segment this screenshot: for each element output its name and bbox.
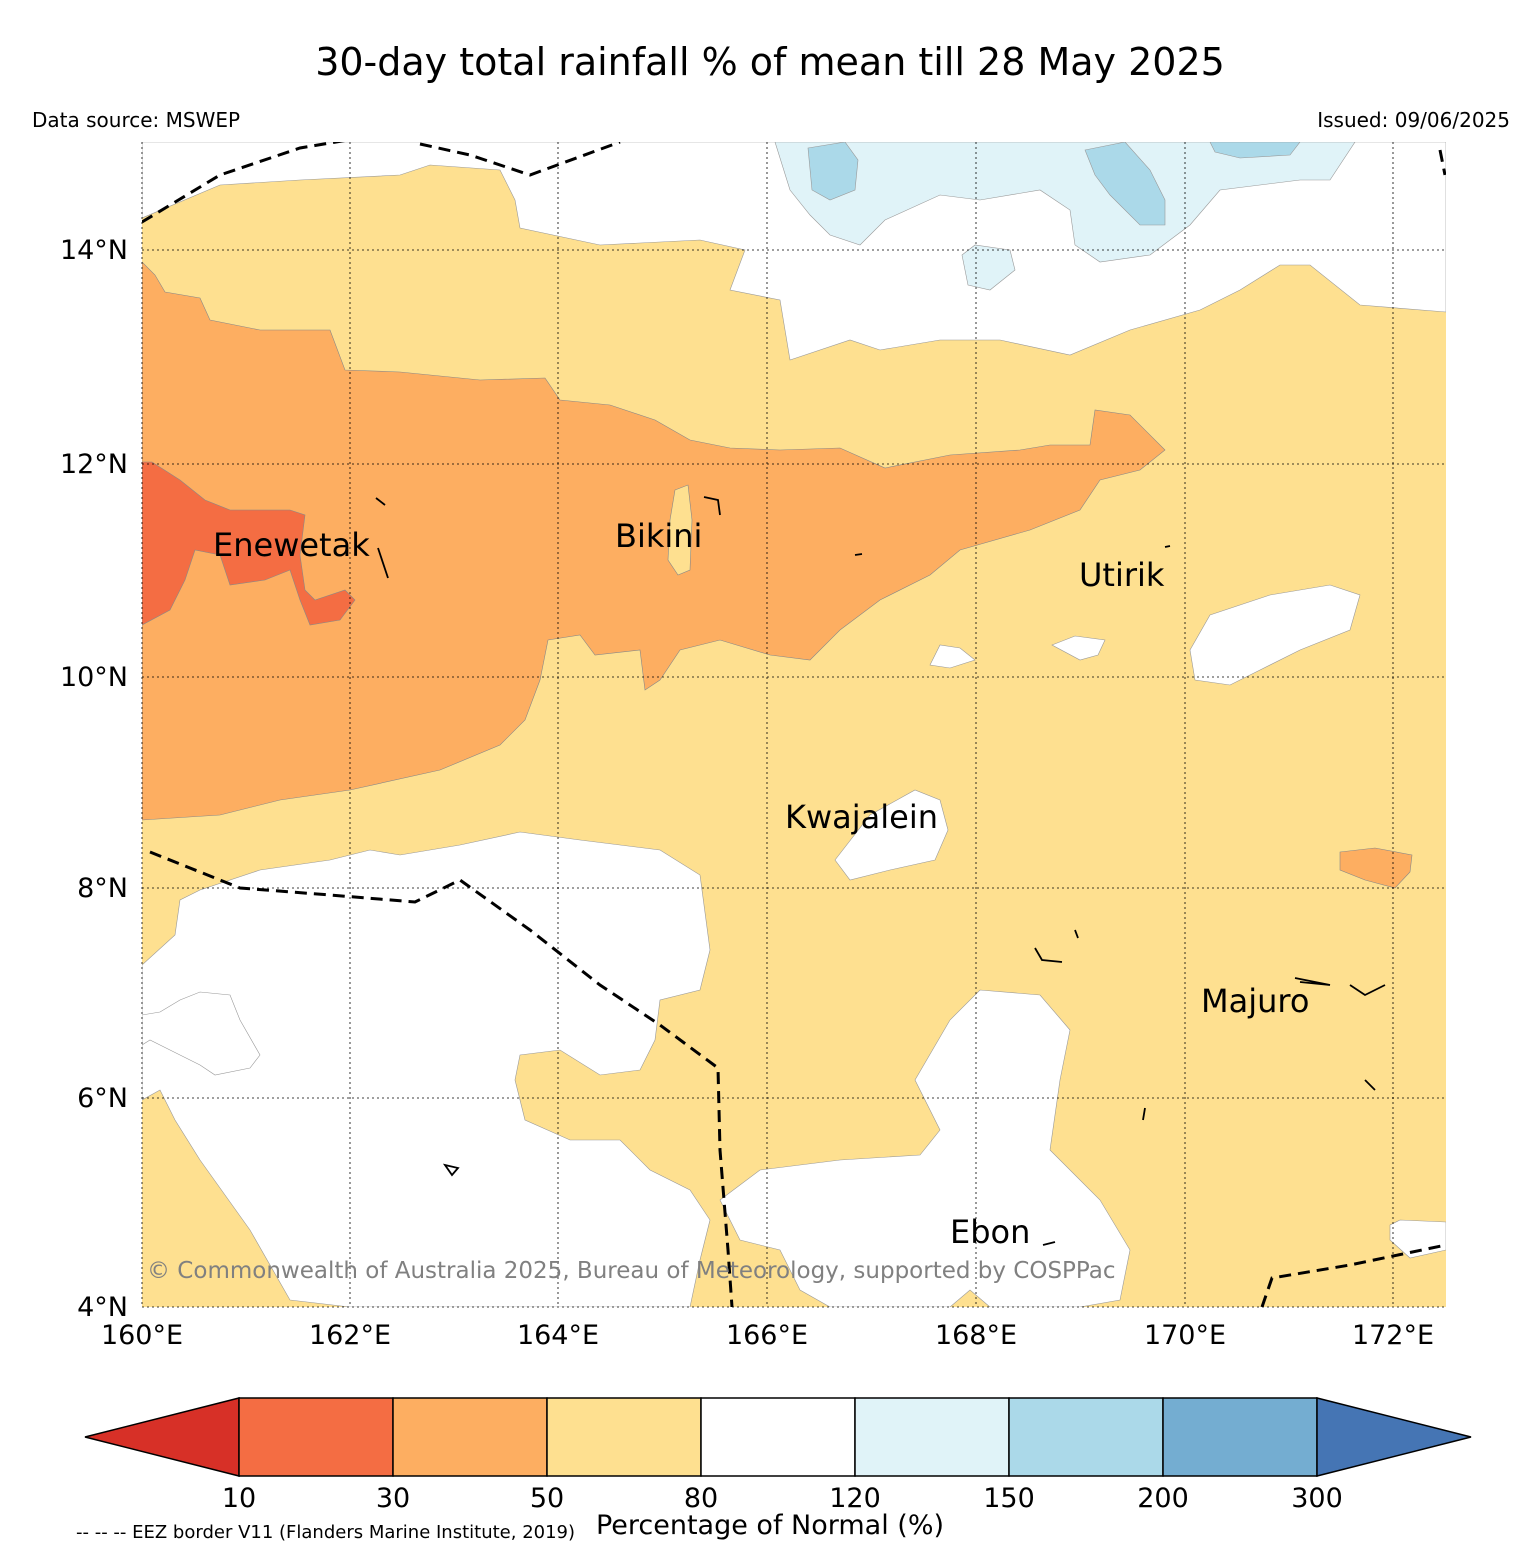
graticule xyxy=(141,142,1446,1308)
place-label-kwajalein: Kwajalein xyxy=(785,798,938,836)
lon-label: 164°E xyxy=(517,1320,599,1351)
region-120-150 xyxy=(774,142,1356,263)
island-outlines xyxy=(375,496,1386,1246)
lon-label: 170°E xyxy=(1144,1320,1226,1351)
colorbar-tick: 50 xyxy=(530,1483,564,1514)
region-150-200-c xyxy=(1209,142,1301,159)
lon-label: 160°E xyxy=(101,1320,183,1351)
rainfall-field xyxy=(142,142,1446,1307)
issued-date: Issued: 09/06/2025 xyxy=(1317,108,1510,132)
colorbar-tick: 10 xyxy=(222,1483,256,1514)
lat-label: 6°N xyxy=(77,1083,128,1114)
region-120-150-small xyxy=(961,244,1016,291)
colorbar-tick: 120 xyxy=(829,1483,881,1514)
region-80-120-southcentral xyxy=(719,989,1131,1307)
colorbar-segment xyxy=(1162,1397,1318,1477)
region-80-120-east xyxy=(1189,584,1361,686)
colorbar-segment xyxy=(1008,1397,1164,1477)
region-30-50-main xyxy=(142,261,1166,821)
colorbar-tick: 300 xyxy=(1291,1483,1343,1514)
colorbar-tick: 30 xyxy=(376,1483,410,1514)
region-80-120-small1 xyxy=(1051,635,1106,661)
lat-label: 8°N xyxy=(77,873,128,904)
region-80-120-kwaj xyxy=(834,789,949,881)
place-label-utirik: Utirik xyxy=(1079,556,1165,594)
lon-label: 172°E xyxy=(1352,1320,1434,1351)
colorbar-segment xyxy=(546,1397,702,1477)
place-label-majuro: Majuro xyxy=(1201,982,1309,1020)
lon-label: 162°E xyxy=(309,1320,391,1351)
colorbar-extend-low xyxy=(84,1397,240,1477)
colorbar-segment xyxy=(392,1397,548,1477)
map-title: 30-day total rainfall % of mean till 28 … xyxy=(315,40,1225,84)
place-label-enewetak: Enewetak xyxy=(213,526,370,564)
colorbar-tick: 80 xyxy=(684,1483,718,1514)
lat-label: 12°N xyxy=(60,449,128,480)
colorbar-tick: 150 xyxy=(983,1483,1035,1514)
region-80-120-small2 xyxy=(929,644,976,669)
place-label-bikini: Bikini xyxy=(615,517,702,555)
region-150-200-b xyxy=(1084,142,1166,226)
region-150-200-a xyxy=(807,142,859,201)
data-source: Data source: MSWEP xyxy=(32,108,241,132)
colorbar-segment xyxy=(238,1397,394,1477)
copyright-text: © Commonwealth of Australia 2025, Bureau… xyxy=(147,1258,1116,1284)
lon-label: 166°E xyxy=(726,1320,808,1351)
colorbar xyxy=(84,1397,1472,1477)
colorbar-tick: 200 xyxy=(1137,1483,1189,1514)
region-30-50-east xyxy=(1339,847,1413,889)
colorbar-segment xyxy=(700,1397,856,1477)
eez-footnote: -- -- -- EEZ border V11 (Flanders Marine… xyxy=(76,1522,576,1543)
region-80-120-left xyxy=(142,991,261,1076)
lat-label: 14°N xyxy=(60,235,128,266)
place-label-ebon: Ebon xyxy=(950,1213,1030,1251)
region-10-30 xyxy=(142,461,356,626)
colorbar-segment xyxy=(854,1397,1010,1477)
region-80-120-southwest xyxy=(142,831,711,1307)
colorbar-extend-high xyxy=(1316,1397,1472,1477)
lat-label: 10°N xyxy=(60,662,128,693)
region-50-80-bikini xyxy=(667,484,693,576)
colorbar-label: Percentage of Normal (%) xyxy=(595,1510,945,1541)
eez-borders xyxy=(142,142,1446,1307)
lat-label: 4°N xyxy=(77,1292,128,1323)
lon-label: 168°E xyxy=(935,1320,1017,1351)
